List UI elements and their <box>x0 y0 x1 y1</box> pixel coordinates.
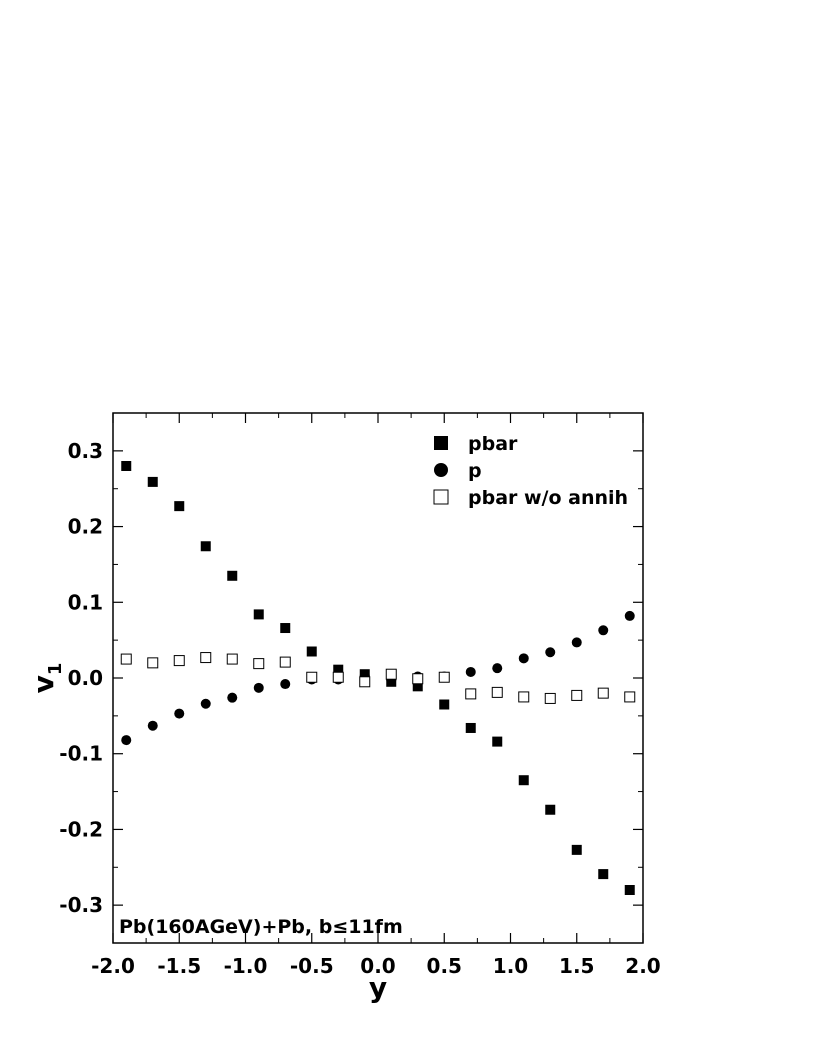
x-tick-label: 0.5 <box>427 954 462 978</box>
x-tick-labels: -2.0 -1.5 -1.0 -0.5 0.0 0.5 1.0 1.5 2.0 <box>91 954 661 978</box>
x-axis-title: y <box>369 971 387 1004</box>
data-point <box>491 686 503 698</box>
data-point <box>253 609 264 620</box>
data-point <box>598 625 609 636</box>
series-2 <box>120 652 636 704</box>
legend-marker <box>434 463 448 477</box>
x-tick-label: -1.5 <box>157 954 201 978</box>
data-point <box>280 679 291 690</box>
data-point <box>332 671 344 683</box>
data-point <box>465 666 476 677</box>
data-point <box>147 476 158 487</box>
x-tick-label: 1.5 <box>559 954 594 978</box>
data-point <box>280 623 291 634</box>
y-tick-labels: -0.3 -0.2 -0.1 0.0 0.1 0.2 0.3 <box>59 439 103 917</box>
data-point <box>120 653 132 665</box>
data-point <box>253 658 265 670</box>
data-point <box>518 775 529 786</box>
data-point <box>571 844 582 855</box>
data-point <box>253 682 264 693</box>
data-point <box>412 673 424 685</box>
data-point <box>571 689 583 701</box>
data-point <box>174 708 185 719</box>
x-tick-label: -2.0 <box>91 954 135 978</box>
data-point <box>306 671 318 683</box>
x-tick-label: 2.0 <box>625 954 660 978</box>
y-tick-label: -0.3 <box>59 893 103 917</box>
data-point <box>385 668 397 680</box>
data-point <box>438 671 450 683</box>
legend-label: pbar <box>468 433 518 455</box>
data-point <box>412 681 423 692</box>
y-axis-title-subscript: 1 <box>45 663 66 676</box>
x-tick-label: 0.0 <box>360 954 395 978</box>
data-point <box>624 885 635 895</box>
series-0 <box>121 461 635 895</box>
data-point <box>226 653 238 665</box>
data-point <box>227 570 238 581</box>
axis-ticks <box>112 412 644 944</box>
data-point <box>545 647 556 658</box>
data-point <box>279 656 291 668</box>
data-point <box>624 691 636 703</box>
legend-label: p <box>468 460 482 482</box>
data-point <box>545 804 556 815</box>
data-point <box>518 691 530 703</box>
data-point <box>200 652 212 664</box>
data-point <box>200 541 211 552</box>
data-point <box>518 653 529 664</box>
data-point <box>624 610 635 621</box>
x-tick-label: -0.5 <box>290 954 334 978</box>
y-tick-label: 0.2 <box>68 515 103 539</box>
x-tick-label: 1.0 <box>493 954 528 978</box>
y-tick-label: 0.1 <box>68 590 103 614</box>
data-point <box>597 687 609 699</box>
data-point <box>147 720 158 731</box>
y-tick-label: 0.0 <box>68 666 103 690</box>
data-point <box>200 698 211 709</box>
data-point <box>173 655 185 667</box>
data-point <box>121 461 132 471</box>
data-point <box>598 869 609 880</box>
data-point <box>147 657 159 669</box>
data-point <box>439 699 450 710</box>
data-point <box>465 722 476 733</box>
legend-label: pbar w/o annih <box>468 487 628 509</box>
data-point <box>333 664 344 675</box>
data-point <box>465 688 477 700</box>
y-tick-label: -0.1 <box>59 742 103 766</box>
data-point <box>544 692 556 704</box>
data-point <box>174 501 185 512</box>
y-tick-label: -0.2 <box>59 817 103 841</box>
x-tick-label: -1.0 <box>224 954 268 978</box>
data-point <box>571 637 582 648</box>
data-points <box>120 461 636 895</box>
data-point <box>492 663 503 674</box>
data-point <box>227 692 238 703</box>
data-point <box>306 646 317 657</box>
data-point <box>121 735 132 746</box>
y-tick-label: 0.3 <box>68 439 103 463</box>
data-point <box>359 676 371 688</box>
y-axis-title: v1 <box>27 663 66 694</box>
legend-marker <box>433 489 449 505</box>
legend: pbar p pbar w/o annih <box>433 433 628 509</box>
y-axis-title-main: v <box>27 675 60 693</box>
legend-marker <box>434 436 448 450</box>
plot-annotation: Pb(160AGeV)+Pb, b≤11fm <box>119 916 403 938</box>
svg-text:v1: v1 <box>27 663 66 694</box>
series-1 <box>121 610 635 746</box>
data-point <box>492 736 503 747</box>
